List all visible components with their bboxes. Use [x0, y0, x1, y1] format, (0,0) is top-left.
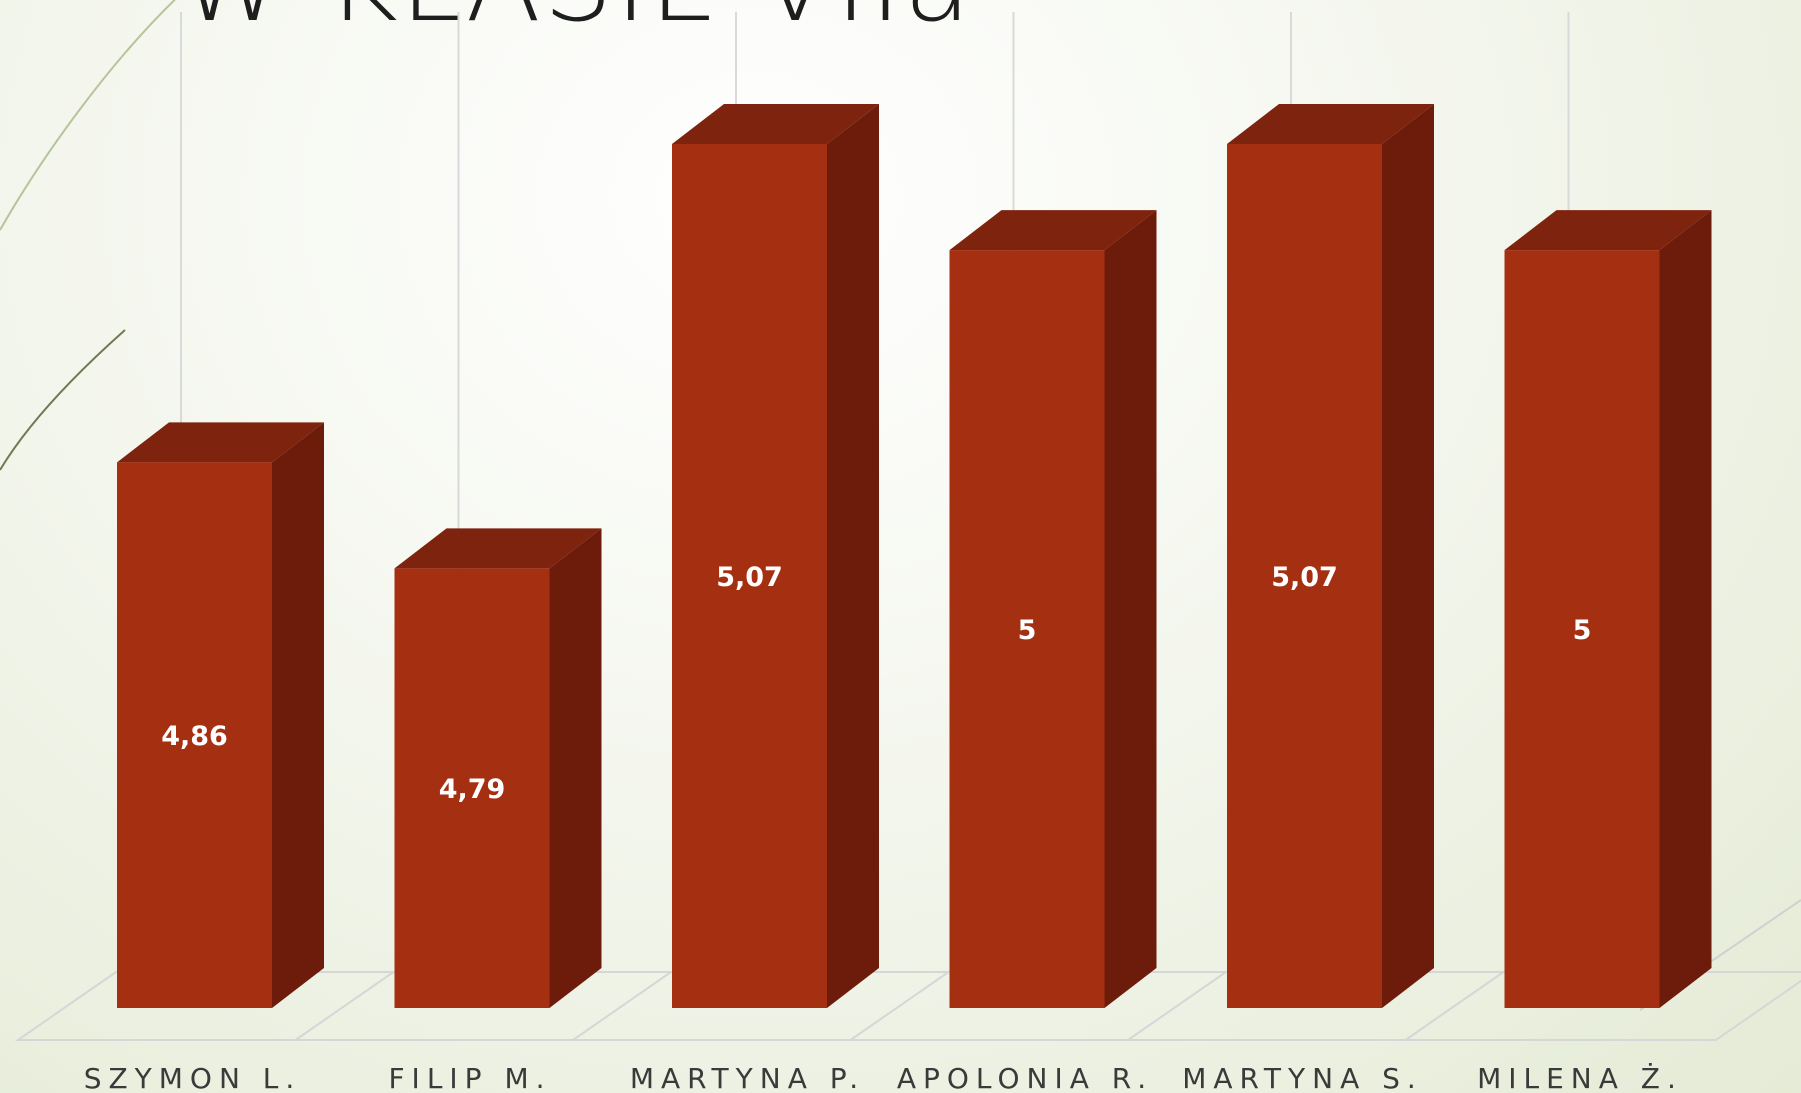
bar-front-face	[117, 462, 272, 1008]
data-labels: 4,86 4,79 5,07 5 5,07 5	[161, 562, 1591, 805]
floor-divider	[572, 971, 672, 1041]
data-label: 5	[1573, 615, 1592, 646]
bar-side-face	[1104, 210, 1157, 1008]
category-label: SZYMON L.	[84, 1062, 302, 1093]
floor-divider	[1127, 971, 1227, 1041]
category-label: MILENA Ż.	[1477, 1062, 1683, 1093]
bar-front-face	[394, 568, 550, 1008]
bar	[394, 528, 602, 1008]
bar-front-face	[672, 144, 827, 1008]
bar-top-face	[117, 422, 324, 463]
bar	[1227, 104, 1434, 1008]
floor-divider	[294, 971, 395, 1041]
data-label: 4,86	[161, 721, 228, 752]
bar	[1504, 210, 1712, 1008]
bar-top-face	[1504, 210, 1712, 251]
chart-floor	[14, 971, 1801, 1041]
bar-top-face	[1227, 104, 1434, 144]
data-label: 5,07	[716, 562, 783, 593]
bar-side-face	[827, 104, 879, 1008]
data-label: 5	[1018, 615, 1037, 646]
floor-outline	[14, 971, 1801, 1041]
bar	[117, 422, 324, 1008]
data-label: 5,07	[1271, 562, 1338, 593]
category-label: FILIP M.	[388, 1062, 551, 1093]
bar-front-face	[1227, 144, 1382, 1008]
bar-side-face	[549, 528, 602, 1008]
data-label: 4,79	[439, 774, 506, 805]
bars	[117, 104, 1712, 1008]
bar-side-face	[1382, 104, 1434, 1008]
bar-top-face	[949, 210, 1157, 251]
floor-divider	[1404, 971, 1505, 1041]
bar-top-face	[394, 528, 602, 569]
bar	[949, 210, 1157, 1008]
category-axis-labels: SZYMON L. FILIP M. MARTYNA P. APOLONIA R. MA…	[84, 1062, 1683, 1093]
bar-front-face	[949, 250, 1105, 1008]
category-label: MARTYNA P.	[630, 1062, 865, 1093]
bar-side-face	[272, 422, 324, 1008]
bar-side-face	[1659, 210, 1712, 1008]
bar-top-face	[672, 104, 879, 144]
floor-divider	[849, 971, 950, 1041]
slide-title: W KLASIE VIIa	[178, 0, 973, 46]
category-label: APOLONIA R.	[897, 1062, 1153, 1093]
bar	[672, 104, 879, 1008]
decorative-swoosh-line-accent	[0, 329, 126, 471]
category-label: MARTYNA S.	[1182, 1062, 1423, 1093]
bar-front-face	[1504, 250, 1660, 1008]
decorative-swoosh-line	[0, 0, 177, 231]
